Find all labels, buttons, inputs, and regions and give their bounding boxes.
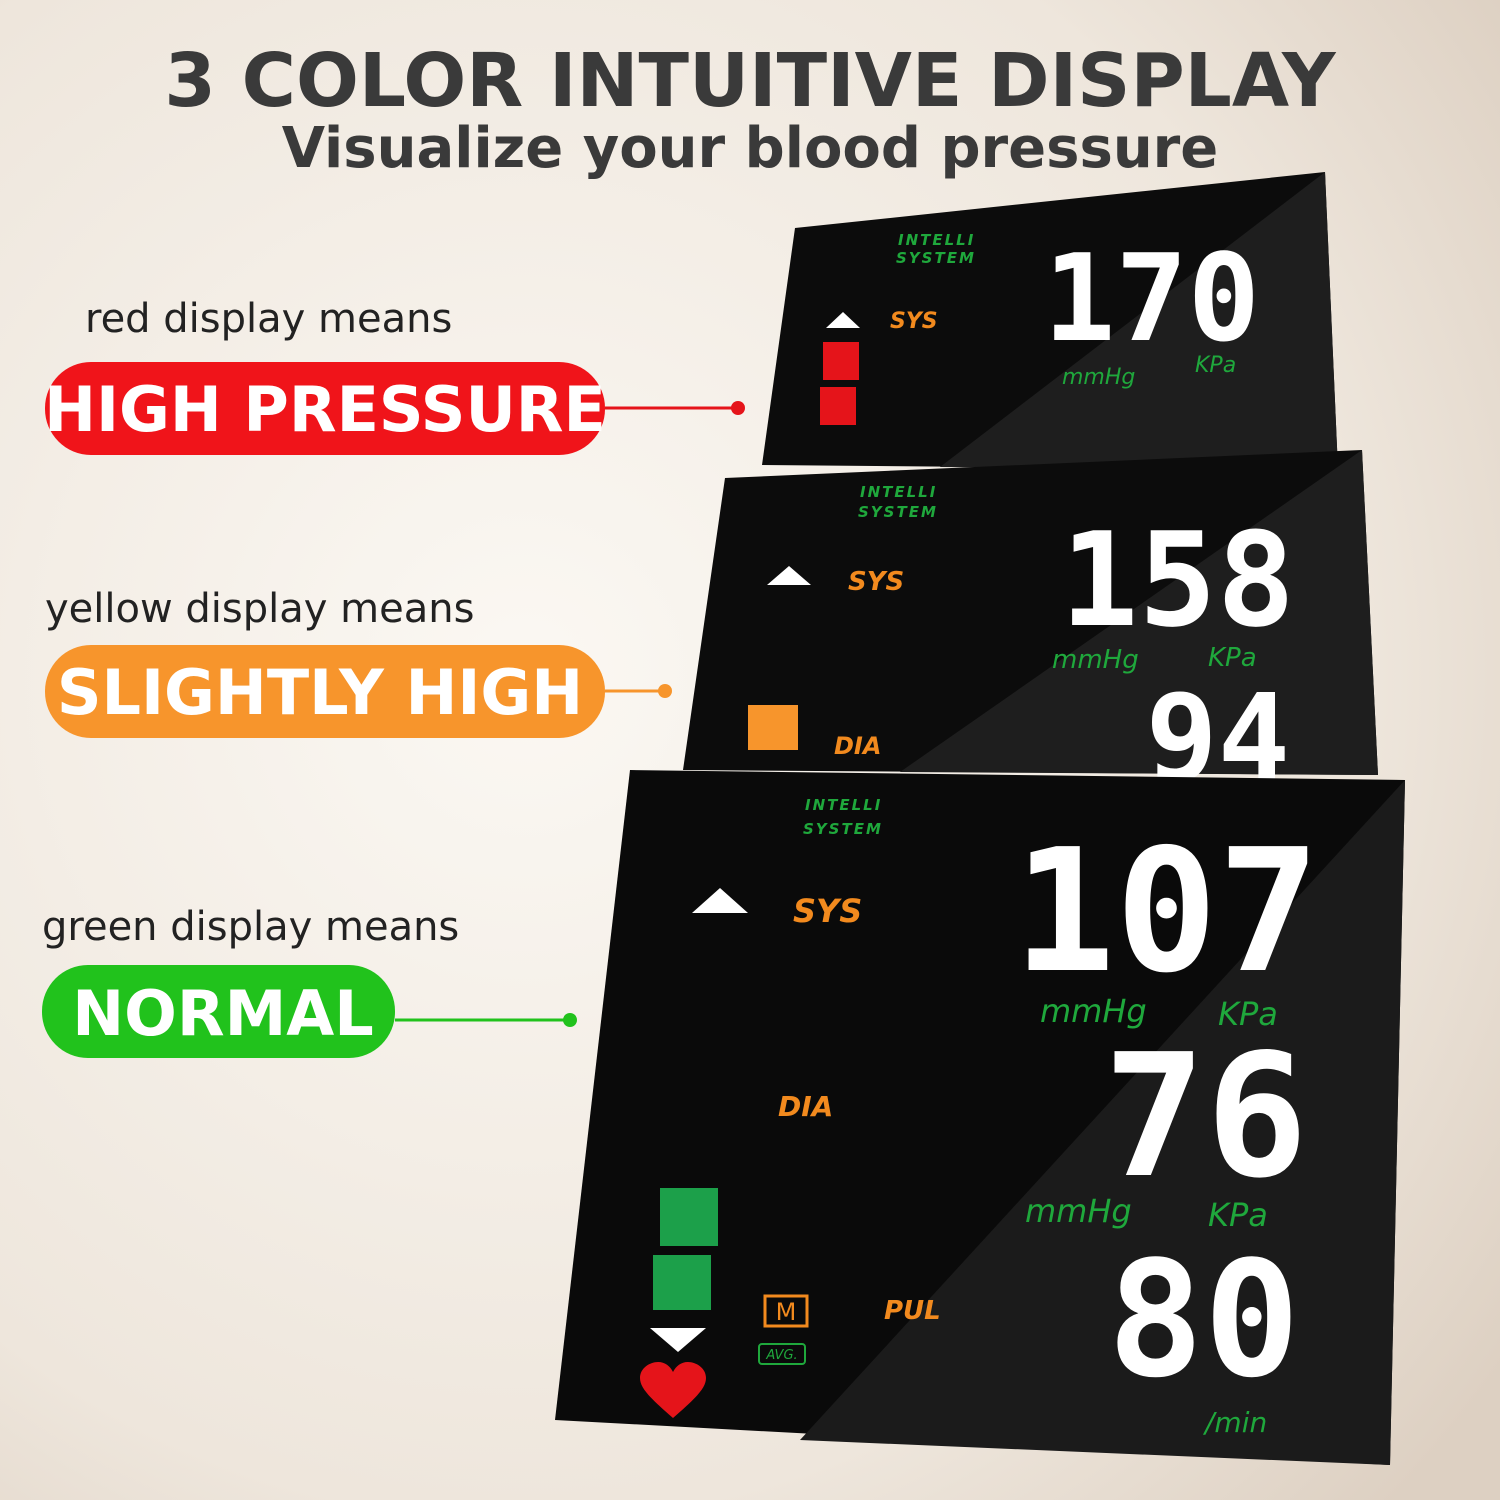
legend-label: HIGH PRESSURE [44, 373, 606, 446]
arrow [692, 888, 748, 913]
sys-label: SYS [848, 567, 904, 597]
unit: /min [1202, 1406, 1267, 1439]
brand: SYSTEM [896, 249, 976, 267]
legend-pill [42, 965, 395, 1058]
arrow [826, 312, 860, 328]
display-yellow: INTELLI SYSTEM SYS 158 mmHg KPa DIA 94 [683, 450, 1378, 809]
title: 3 COLOR INTUITIVE DISPLAY [164, 38, 1337, 124]
display-green: INTELLI SYSTEM SYS 107 mmHg KPa DIA 76 m… [555, 770, 1405, 1465]
legend-caption: red display means [85, 296, 452, 342]
brand: SYSTEM [858, 503, 938, 521]
connector-dot [731, 401, 745, 415]
level-bar [653, 1255, 711, 1310]
arrow [650, 1328, 706, 1352]
sys-label: SYS [793, 892, 862, 930]
level-bar [820, 387, 856, 425]
sys-reading: 170 [1043, 230, 1260, 369]
legend-pill [45, 362, 605, 455]
dia-label: DIA [778, 1090, 833, 1123]
display-red: INTELLI SYSTEM SYS 170 mmHg KPa [762, 172, 1338, 470]
avg-box [758, 1343, 806, 1365]
brand: SYSTEM [803, 820, 883, 838]
sys-reading: 107 [1013, 813, 1320, 1011]
unit: KPa [1218, 995, 1278, 1033]
level-bar [748, 705, 798, 750]
subtitle: Visualize your blood pressure [282, 116, 1219, 181]
unit: mmHg [1052, 645, 1139, 675]
level-bar [823, 342, 859, 380]
legend-label: SLIGHTLY HIGH [57, 656, 583, 729]
level-bar [660, 1188, 718, 1246]
legend-label: NORMAL [72, 977, 374, 1050]
sys-label: SYS [890, 309, 938, 334]
legend-pill [45, 645, 605, 738]
unit: mmHg [1040, 992, 1147, 1030]
unit: KPa [1208, 643, 1257, 673]
memory-label: M [776, 1298, 797, 1326]
arrow [767, 566, 811, 585]
panel-shine [800, 780, 1405, 1465]
pul-reading: 80 [1107, 1226, 1300, 1413]
brand: INTELLI [805, 796, 882, 814]
brand: INTELLI [860, 483, 937, 501]
unit: mmHg [1025, 1192, 1132, 1230]
heart-icon [640, 1362, 706, 1418]
dia-label: DIA [834, 732, 881, 760]
dia-reading: 76 [1103, 1018, 1308, 1216]
legend-caption: green display means [42, 904, 459, 950]
memory-box [763, 1294, 809, 1328]
panel-shine [900, 450, 1378, 775]
panel-shine [940, 172, 1338, 470]
unit: KPa [1195, 353, 1236, 378]
legend-caption: yellow display means [45, 586, 474, 632]
sys-reading: 158 [1060, 504, 1295, 656]
unit: mmHg [1062, 365, 1135, 390]
unit: KPa [1208, 1196, 1268, 1234]
pul-label: PUL [884, 1296, 941, 1326]
connector-dot [563, 1013, 577, 1027]
avg-label: AVG. [765, 1348, 797, 1363]
connector-dot [658, 684, 672, 698]
brand: INTELLI [898, 231, 975, 249]
